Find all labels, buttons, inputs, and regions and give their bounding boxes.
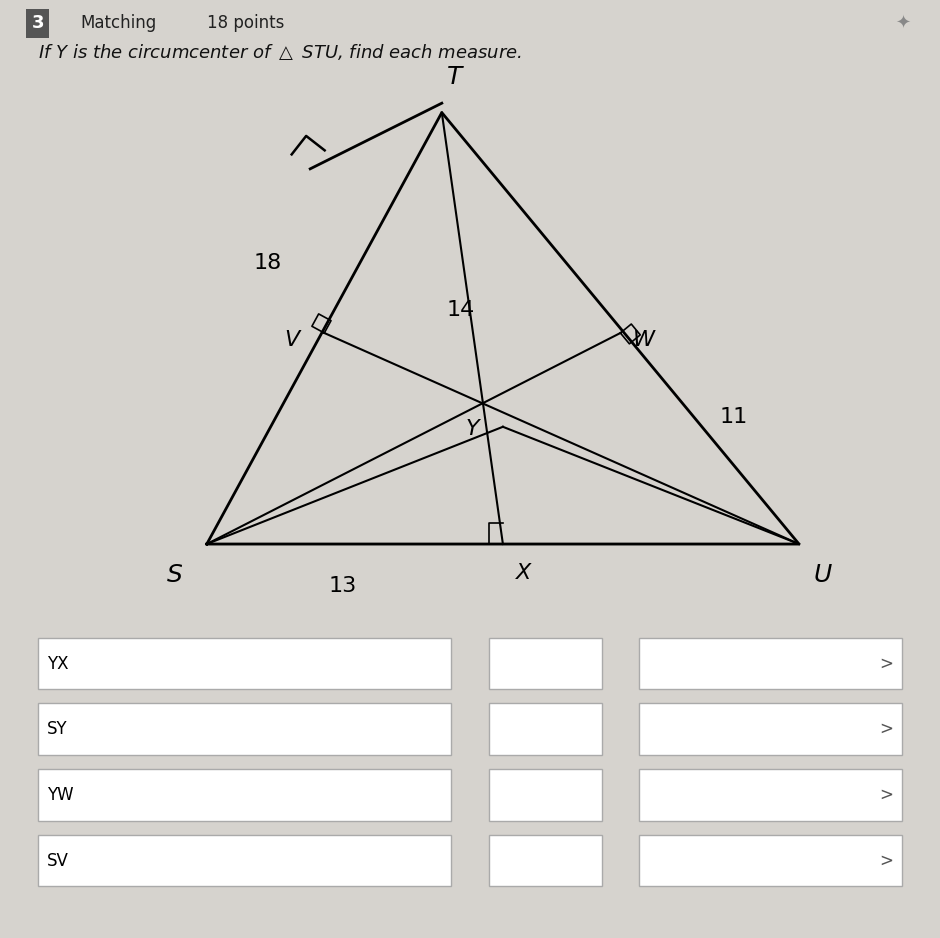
Bar — [639, 835, 902, 886]
Bar — [38, 638, 451, 689]
Text: 13: 13 — [329, 576, 357, 597]
Bar — [489, 769, 602, 821]
Bar — [38, 835, 451, 886]
Text: >: > — [879, 720, 893, 738]
Bar — [489, 704, 602, 755]
Text: 3: 3 — [31, 14, 44, 33]
Bar — [38, 769, 451, 821]
Bar — [489, 835, 602, 886]
Text: $X$: $X$ — [515, 563, 534, 582]
Text: $U$: $U$ — [813, 563, 833, 587]
Text: Matching: Matching — [80, 14, 156, 33]
Text: $S$: $S$ — [166, 563, 183, 587]
Text: 18: 18 — [254, 252, 282, 273]
Text: SY: SY — [47, 720, 68, 738]
Text: 14: 14 — [446, 299, 475, 320]
Text: ✦: ✦ — [895, 14, 910, 33]
Text: 18 points: 18 points — [207, 14, 284, 33]
Text: YX: YX — [47, 655, 69, 673]
Text: >: > — [879, 786, 893, 804]
Text: YW: YW — [47, 786, 73, 804]
Bar — [639, 638, 902, 689]
Text: $T$: $T$ — [446, 65, 465, 89]
Text: >: > — [879, 655, 893, 673]
Text: $Y$: $Y$ — [465, 418, 482, 439]
Bar — [639, 769, 902, 821]
Text: SV: SV — [47, 852, 69, 870]
Text: $V$: $V$ — [284, 329, 303, 350]
Text: $W$: $W$ — [632, 329, 656, 350]
Text: 11: 11 — [719, 407, 747, 428]
Text: If $Y$ is the circumcenter of $\triangle$ $STU$, find each measure.: If $Y$ is the circumcenter of $\triangle… — [38, 41, 522, 62]
Text: >: > — [879, 852, 893, 870]
Bar — [38, 704, 451, 755]
Bar — [639, 704, 902, 755]
Bar — [489, 638, 602, 689]
